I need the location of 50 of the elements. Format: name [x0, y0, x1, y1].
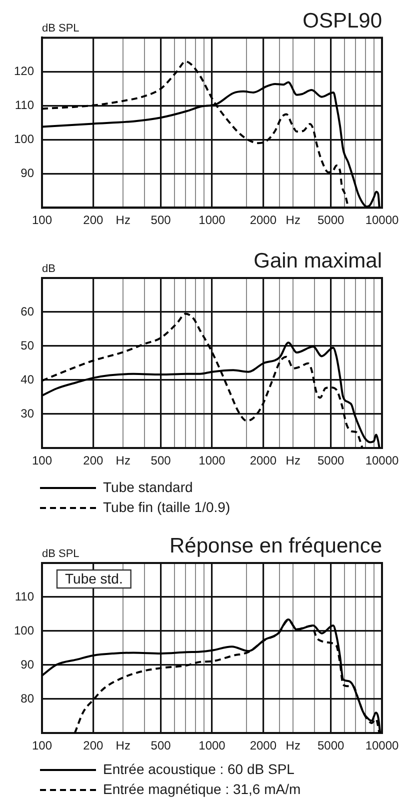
x-tick-label: 2000: [250, 213, 277, 228]
x-tick-label: 1000: [198, 738, 226, 753]
x-tick-label: 100: [32, 454, 52, 468]
y-tick-label: 80: [20, 691, 34, 706]
y-tick-label: 90: [20, 166, 34, 180]
x-tick-label: 200: [83, 738, 104, 753]
x-tick-label: 2000: [250, 454, 277, 468]
legend-label: Tube standard: [103, 478, 193, 495]
annotation: Tube std.: [65, 570, 123, 586]
y-tick-label: 50: [20, 338, 34, 352]
x-tick-label: 10000: [365, 454, 400, 468]
y-axis-title: dB SPL: [42, 548, 80, 560]
x-tick-label: Hz: [116, 454, 130, 468]
y-axis-title: dB: [42, 263, 56, 275]
y-axis-title: dB SPL: [42, 22, 80, 35]
x-tick-label: 100: [32, 213, 52, 228]
y-tick-label: 90: [20, 657, 34, 672]
x-tick-label: 500: [150, 454, 172, 468]
x-tick-label: Hz: [116, 213, 130, 228]
chart-title: OSPL90: [302, 9, 382, 32]
x-tick-label: 2000: [250, 738, 277, 753]
x-tick-label: 100: [32, 738, 52, 753]
legend-label: Entrée acoustique : 60 dB SPL: [103, 760, 295, 777]
chart-title: Réponse en fréquence: [170, 534, 382, 558]
y-tick-label: 120: [14, 64, 34, 78]
x-tick-label: 500: [150, 738, 172, 753]
y-tick-label: 110: [14, 589, 34, 604]
x-tick-label: 500: [150, 213, 172, 228]
x-tick-label: 10000: [365, 738, 400, 753]
y-tick-label: 40: [20, 372, 34, 386]
x-tick-label: Hz: [116, 738, 130, 753]
y-tick-label: 100: [14, 132, 34, 146]
legend-label: Entrée magnétique : 31,6 mA/m: [103, 780, 301, 797]
x-tick-label: Hz: [286, 213, 300, 228]
y-tick-label: 100: [14, 623, 34, 638]
x-tick-label: 5000: [317, 738, 344, 753]
legend-label: Tube fin (taille 1/0.9): [103, 498, 230, 515]
chart-title: Gain maximal: [254, 250, 382, 273]
x-tick-label: 1000: [198, 213, 226, 228]
y-tick-label: 110: [14, 98, 34, 112]
x-tick-label: Hz: [286, 738, 300, 753]
y-tick-label: 60: [20, 304, 34, 318]
x-tick-label: 5000: [317, 454, 344, 468]
x-tick-label: 200: [83, 454, 104, 468]
x-tick-label: 5000: [317, 213, 344, 228]
y-tick-label: 30: [20, 406, 34, 420]
x-tick-label: 1000: [198, 454, 226, 468]
x-tick-label: Hz: [286, 454, 300, 468]
x-tick-label: 10000: [365, 213, 400, 228]
x-tick-label: 200: [83, 213, 104, 228]
